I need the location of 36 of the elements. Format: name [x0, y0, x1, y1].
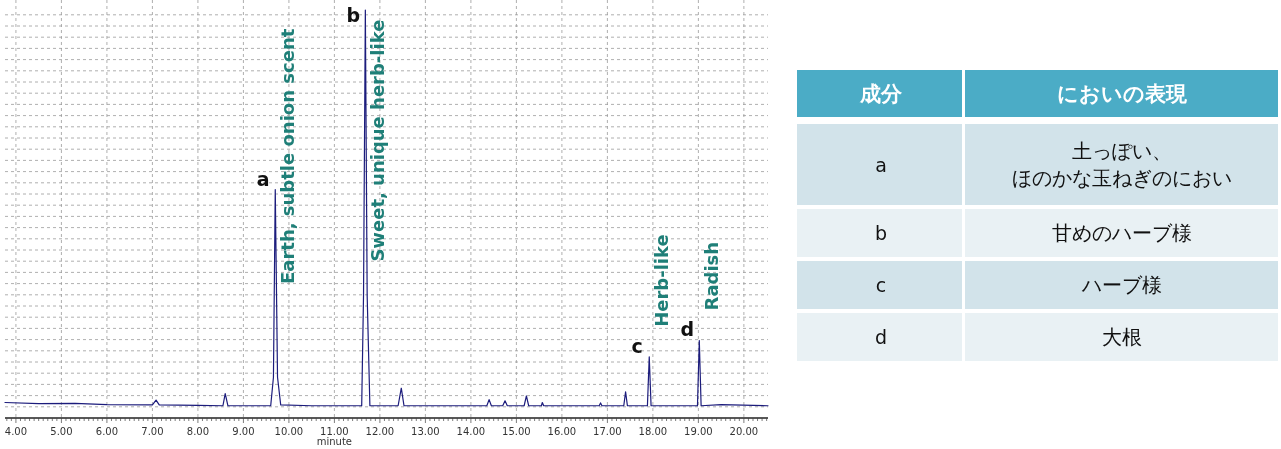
- annotation: Radish: [701, 241, 723, 311]
- category-label: c: [875, 274, 887, 296]
- x-tick-label: 12.00: [365, 426, 395, 437]
- category-label: b: [874, 222, 888, 244]
- text: 大根: [1101, 325, 1142, 349]
- annotation: a: [256, 167, 270, 190]
- text: においの表現: [1056, 81, 1188, 106]
- x-tick-label: 9.00: [232, 426, 255, 437]
- x-tick-label: 14.00: [456, 426, 486, 437]
- x-tick-label: 20.00: [729, 426, 759, 437]
- annotation: Herb-like: [651, 234, 673, 327]
- x-tick-label: 15.00: [502, 426, 531, 437]
- x-tick-label: 8.00: [186, 426, 210, 437]
- text: ハーブ様: [1080, 273, 1162, 297]
- x-tick-label: 11.00: [320, 426, 349, 437]
- text: 甘めのハーブ様: [1051, 221, 1192, 245]
- x-tick-label: 17.00: [593, 426, 622, 437]
- x-axis-title: minute: [316, 436, 353, 447]
- text: 土っぽい、ほのかな玉ねぎのにおい: [1011, 139, 1232, 190]
- text: 成分: [859, 81, 903, 106]
- annotation: d: [680, 318, 695, 341]
- x-tick-label: 7.00: [141, 426, 164, 437]
- annotation: b: [346, 4, 361, 26]
- category-label: a: [875, 153, 887, 176]
- x-tick-label: 13.00: [411, 426, 440, 437]
- x-tick-label: 6.00: [95, 426, 119, 437]
- x-tick-label: 5.00: [50, 426, 73, 437]
- x-tick-label: 10.00: [274, 426, 304, 437]
- annotation: Earth, subtle onion scent: [277, 28, 299, 284]
- annotation: c: [631, 334, 643, 357]
- x-tick-label: 19.00: [684, 426, 713, 437]
- category-label: d: [874, 326, 888, 348]
- annotation: Sweet, unique herb-like: [367, 19, 389, 262]
- x-tick-label: 4.00: [4, 426, 28, 437]
- x-tick-label: 18.00: [638, 426, 668, 437]
- x-tick-label: 16.00: [547, 426, 577, 437]
